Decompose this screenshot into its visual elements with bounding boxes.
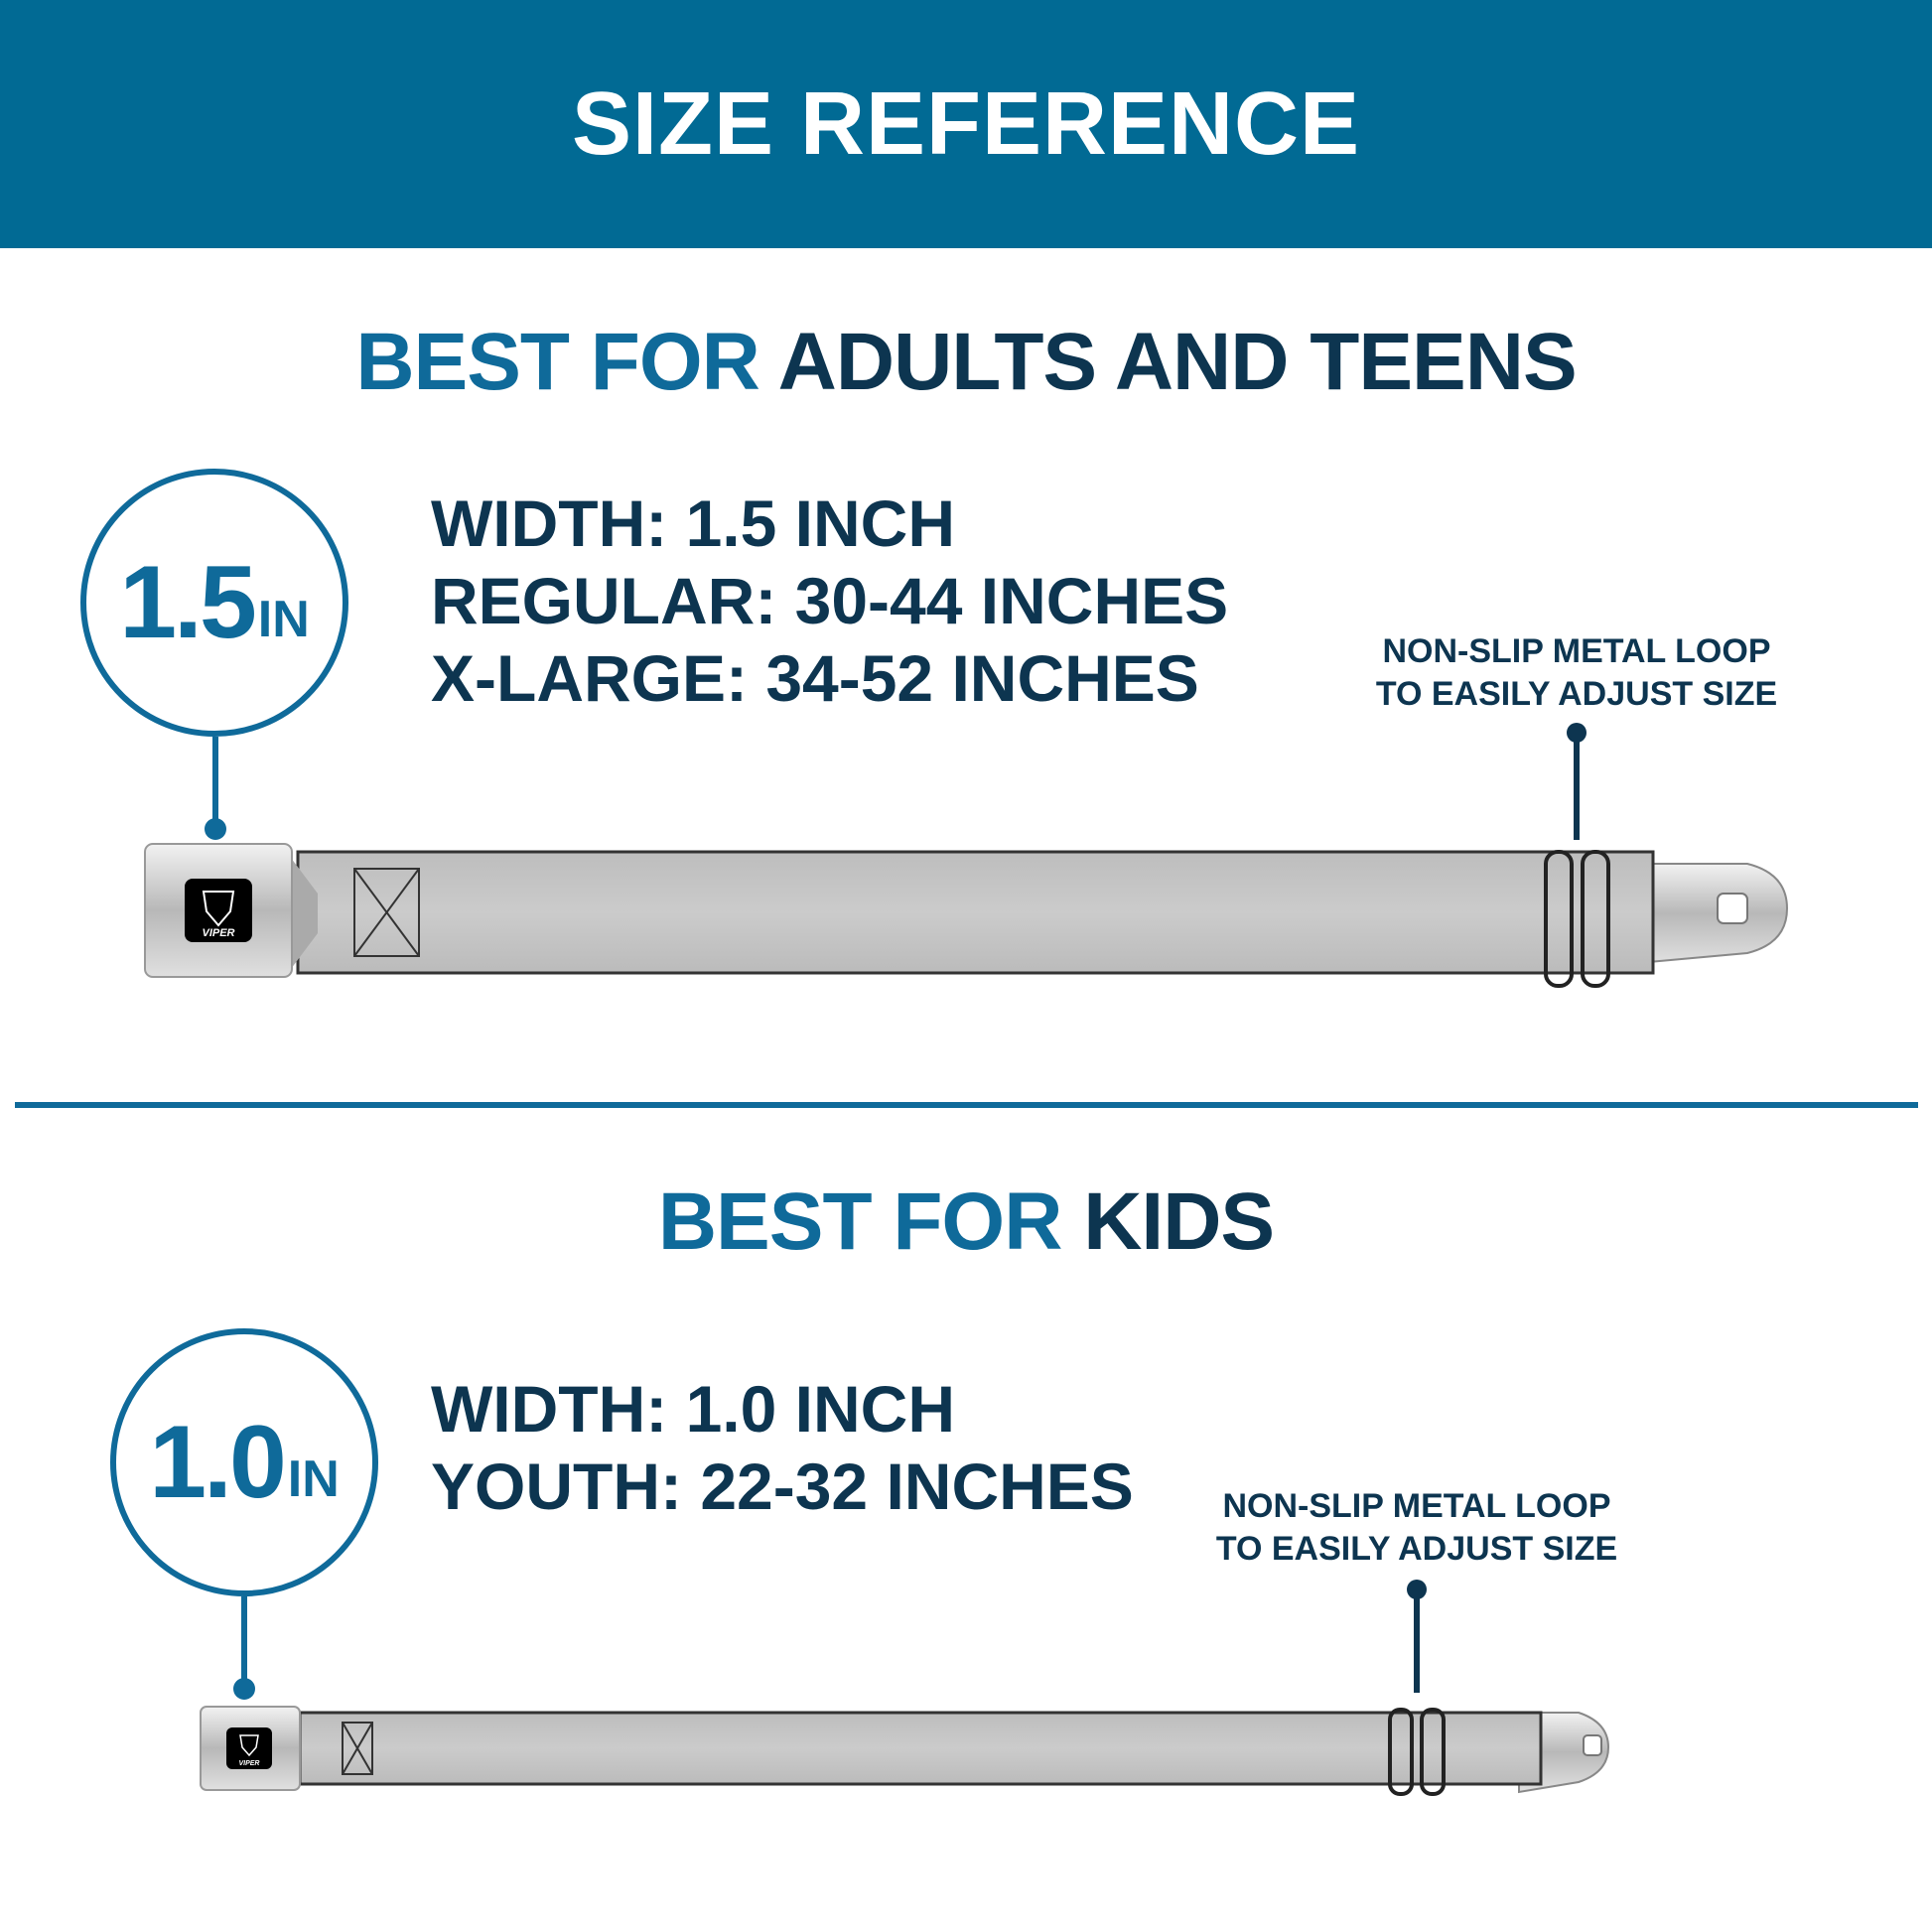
adult-badge-value: 1.5: [119, 544, 257, 660]
adult-belt-image: VIPER: [144, 843, 1789, 988]
adult-note-line: [1574, 733, 1580, 840]
kids-badge-pointer-line: [241, 1596, 247, 1688]
metal-loop: [1388, 1708, 1414, 1796]
section-divider: [15, 1102, 1918, 1108]
adult-note-line-2: TO EASILY ADJUST SIZE: [1375, 675, 1778, 713]
adult-badge-pointer-line: [212, 737, 218, 828]
kids-loop-note: NON-SLIP METAL LOOP TO EASILY ADJUST SIZ…: [1188, 1485, 1645, 1571]
kids-note-line-1: NON-SLIP METAL LOOP: [1222, 1487, 1611, 1525]
adult-spec-width: WIDTH: 1.5 INCH: [431, 486, 955, 560]
page-title: SIZE REFERENCE: [571, 73, 1361, 174]
kids-badge-value: 1.0: [149, 1404, 287, 1520]
belt-strap: [296, 850, 1655, 975]
adult-heading-main: ADULTS AND TEENS: [777, 317, 1578, 407]
adult-spec-xlarge: X-LARGE: 34-52 INCHES: [431, 641, 1199, 715]
buckle-logo: VIPER: [202, 927, 234, 939]
header-banner: SIZE REFERENCE: [0, 0, 1932, 248]
kids-heading: BEST FOR KIDS: [0, 1175, 1932, 1269]
kids-spec-youth: YOUTH: 22-32 INCHES: [431, 1449, 1134, 1523]
buckle-logo: VIPER: [238, 1760, 259, 1767]
adult-heading: BEST FOR ADULTS AND TEENS: [0, 316, 1932, 409]
adult-badge-pointer-dot: [205, 818, 226, 840]
adult-spec-regular: REGULAR: 30-44 INCHES: [431, 564, 1229, 637]
kids-note-line-2: TO EASILY ADJUST SIZE: [1215, 1530, 1618, 1568]
adult-heading-accent: BEST FOR: [355, 317, 760, 407]
belt-strap: [298, 1711, 1543, 1786]
kids-badge-unit: IN: [287, 1450, 340, 1508]
kids-width-badge: 1.0 IN: [110, 1328, 378, 1596]
adult-width-badge: 1.5 IN: [80, 469, 348, 737]
kids-badge-pointer-dot: [233, 1678, 255, 1700]
adult-specs: WIDTH: 1.5 INCH REGULAR: 30-44 INCHES X-…: [431, 484, 1228, 717]
metal-loop: [1544, 850, 1574, 988]
adult-note-line-1: NON-SLIP METAL LOOP: [1382, 632, 1771, 670]
belt-tongue: [1637, 863, 1789, 965]
kids-belt-image: VIPER: [200, 1706, 1610, 1796]
adult-loop-note: NON-SLIP METAL LOOP TO EASILY ADJUST SIZ…: [1348, 630, 1805, 716]
kids-heading-main: KIDS: [1083, 1176, 1275, 1267]
adult-badge-unit: IN: [257, 591, 310, 648]
kids-specs: WIDTH: 1.0 INCH YOUTH: 22-32 INCHES: [431, 1370, 1134, 1525]
kids-note-line: [1414, 1588, 1420, 1693]
kids-spec-width: WIDTH: 1.0 INCH: [431, 1372, 955, 1446]
kids-heading-accent: BEST FOR: [657, 1176, 1063, 1267]
